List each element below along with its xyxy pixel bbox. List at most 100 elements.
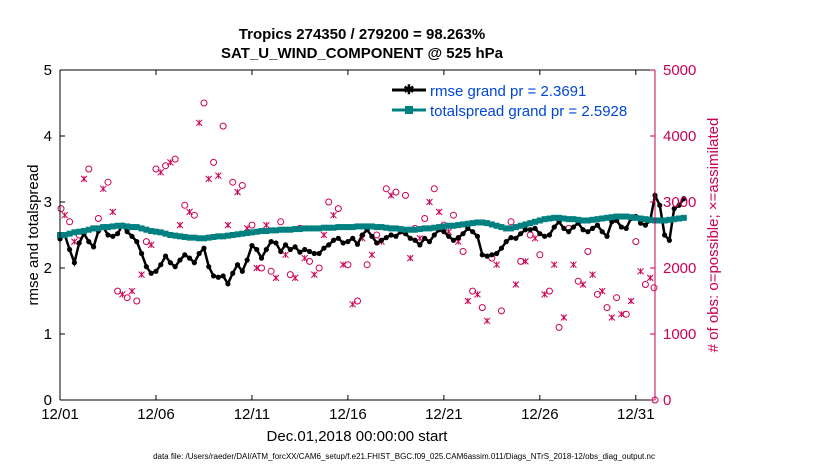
rmse-point: [604, 233, 610, 239]
x-axis-label: Dec.01,2018 00:00:00 start: [267, 428, 449, 445]
totalspread-point: [666, 216, 673, 223]
totalspread-point: [604, 214, 611, 221]
y-left-tick-label: 3: [44, 194, 52, 211]
totalspread-point: [109, 223, 116, 230]
rmse-point: [393, 233, 399, 239]
totalspread-point: [349, 224, 356, 231]
obs-assimilated-point: [109, 208, 117, 216]
rmse-point: [76, 240, 82, 246]
totalspread-point: [661, 217, 668, 224]
rmse-point: [321, 245, 327, 251]
data-file-footnote: data file: /Users/raeder/DAI/ATM_forcXX/…: [153, 452, 655, 461]
rmse-point: [494, 250, 500, 257]
obs-possible-point: [641, 281, 649, 288]
totalspread-point: [215, 233, 222, 240]
rmse-point: [239, 268, 245, 274]
totalspread-point: [80, 228, 87, 235]
totalspread-point: [191, 234, 198, 241]
totalspread-point: [263, 228, 270, 235]
rmse-point: [263, 246, 269, 253]
rmse-point: [210, 273, 217, 279]
obs-assimilated-point: [512, 281, 520, 288]
totalspread-point: [344, 224, 351, 231]
chart-subtitle: SAT_U_WIND_COMPONENT @ 525 hPa: [221, 45, 504, 62]
obs-assimilated-point: [214, 172, 222, 179]
totalspread-point: [460, 221, 467, 228]
totalspread-point: [484, 220, 491, 227]
rmse-point: [585, 229, 591, 235]
rmse-point: [498, 245, 505, 251]
totalspread-point: [647, 216, 654, 223]
totalspread-point: [292, 226, 299, 233]
obs-possible-point: [497, 307, 505, 315]
y-left-tick-label: 1: [44, 326, 52, 343]
totalspread-point: [100, 224, 107, 231]
rmse-point: [354, 241, 361, 247]
rmse-point: [537, 231, 543, 237]
obs-possible-point: [162, 162, 170, 170]
legend-rmse-label: rmse grand pr = 2.3691: [430, 83, 586, 100]
rmse-point: [143, 264, 149, 270]
obs-possible-point: [449, 211, 457, 219]
rmse-point: [388, 232, 394, 238]
totalspread-point: [71, 229, 78, 236]
rmse-point: [215, 274, 221, 280]
totalspread-point: [623, 213, 630, 220]
totalspread-point: [354, 223, 361, 230]
totalspread-point: [306, 225, 313, 232]
totalspread-point: [200, 235, 207, 242]
obs-assimilated-point: [522, 258, 529, 265]
totalspread-point: [580, 217, 587, 224]
totalspread-point: [575, 216, 582, 223]
totalspread-point: [253, 228, 260, 235]
totalspread-point: [637, 215, 644, 222]
rmse-point: [446, 233, 452, 239]
totalspread-point: [450, 222, 457, 229]
obs-assimilated-point: [330, 211, 337, 219]
rmse-point: [254, 246, 260, 253]
rmse-point: [676, 202, 682, 208]
rmse-point: [513, 235, 519, 241]
totalspread-point: [320, 224, 327, 231]
obs-assimilated-point: [541, 291, 548, 298]
obs-assimilated-point: [253, 264, 261, 272]
rmse-point: [90, 244, 97, 250]
obs-possible-point: [650, 284, 658, 292]
totalspread-point: [234, 231, 241, 238]
obs-possible-point: [210, 158, 218, 166]
rmse-point: [177, 257, 183, 263]
x-tick-label: 12/11: [234, 406, 270, 423]
totalspread-point: [282, 226, 289, 233]
obs-assimilated-point: [186, 208, 193, 216]
obs-possible-point: [123, 294, 131, 302]
rmse-point: [282, 242, 289, 248]
obs-assimilated-point: [435, 208, 443, 216]
totalspread-point: [541, 216, 548, 223]
obs-possible-point: [229, 178, 237, 186]
totalspread-point: [205, 234, 212, 241]
obs-assimilated-point: [579, 281, 587, 288]
obs-assimilated-point: [205, 175, 213, 183]
totalspread-point: [85, 226, 92, 233]
rmse-point: [134, 239, 140, 245]
y-left-tick-label: 4: [44, 128, 52, 145]
totalspread-point: [373, 224, 380, 231]
obs-assimilated-point: [320, 231, 328, 239]
totalspread-point: [340, 224, 347, 231]
obs-assimilated-point: [71, 238, 78, 245]
obs-possible-point: [190, 211, 198, 219]
obs-assimilated-point: [618, 310, 625, 318]
obs-assimilated-point: [176, 221, 184, 229]
rmse-point: [532, 225, 538, 231]
y-right-tick-label: 5000: [663, 62, 696, 79]
totalspread-point: [325, 224, 332, 231]
obs-assimilated-point: [426, 198, 433, 206]
obs-possible-point: [603, 304, 611, 312]
obs-possible-point: [344, 261, 352, 269]
obs-possible-point: [517, 257, 525, 265]
totalspread-point: [277, 226, 284, 233]
rmse-point: [465, 225, 471, 231]
totalspread-point: [95, 225, 102, 232]
totalspread-point: [618, 213, 625, 220]
rmse-point: [431, 232, 437, 238]
